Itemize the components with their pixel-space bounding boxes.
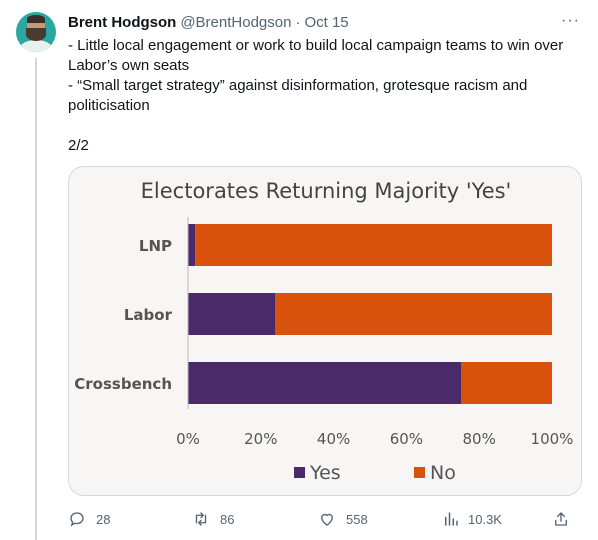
reply-icon: [70, 512, 84, 527]
retweet-button[interactable]: 86: [192, 510, 234, 528]
author-name[interactable]: Brent Hodgson: [68, 13, 177, 31]
avatar-beard: [26, 28, 46, 41]
media-card[interactable]: Electorates Returning Majority 'Yes' LNP…: [68, 166, 582, 496]
x-tick-label: 40%: [317, 430, 350, 448]
x-tick-label: 0%: [176, 430, 200, 448]
legend-label-yes: Yes: [309, 462, 341, 484]
tweet-actions: 28 86 558 10.3K: [68, 508, 582, 530]
tweet-line-1: - Little local engagement or work to bui…: [68, 37, 564, 74]
x-tick-label: 20%: [244, 430, 277, 448]
chart-legend: Yes No: [294, 462, 456, 484]
tweet-header: Brent Hodgson @BrentHodgson · Oct 15: [68, 12, 582, 32]
legend-swatch-no: [414, 467, 425, 478]
views-count: 10.3K: [468, 511, 502, 527]
avatar-hair: [27, 15, 45, 23]
author-handle[interactable]: @BrentHodgson: [180, 13, 292, 31]
like-count: 558: [346, 511, 368, 527]
views-bar-chart-icon: [445, 512, 458, 526]
x-tick-label: 100%: [531, 430, 574, 448]
chart-title: Electorates Returning Majority 'Yes': [141, 179, 512, 203]
tweet-date[interactable]: Oct 15: [304, 13, 349, 31]
x-tick-label: 60%: [390, 430, 423, 448]
reply-button[interactable]: 28: [68, 510, 110, 528]
share-icon: [555, 512, 567, 526]
legend-swatch-yes: [294, 467, 305, 478]
retweet-icon: [195, 512, 207, 526]
x-tick-label: 80%: [463, 430, 496, 448]
bar-no-lnp: [195, 224, 552, 266]
legend-label-no: No: [430, 462, 456, 484]
bar-yes-lnp: [188, 224, 196, 266]
share-button[interactable]: [552, 510, 580, 528]
bar-yes-crossbench: [188, 362, 461, 404]
chart-ticks: 0% 20% 40% 60% 80% 100%: [176, 430, 573, 448]
views-button[interactable]: 10.3K: [442, 510, 502, 528]
tweet-line-3: 2/2: [68, 137, 89, 154]
chart: Electorates Returning Majority 'Yes' LNP…: [69, 167, 581, 495]
category-label-crossbench: Crossbench: [74, 375, 172, 393]
like-button[interactable]: 558: [318, 510, 368, 528]
category-label-labor: Labor: [124, 306, 173, 324]
bar-no-labor: [275, 293, 552, 335]
retweet-count: 86: [220, 511, 235, 527]
chart-plot: LNP Labor Crossbench: [74, 224, 552, 404]
avatar[interactable]: [16, 12, 56, 52]
tweet-text: - Little local engagement or work to bui…: [68, 36, 568, 156]
separator-dot: ·: [295, 13, 301, 31]
tweet-line-2: - “Small target strategy” against disinf…: [68, 77, 528, 114]
bar-no-crossbench: [461, 362, 552, 404]
heart-icon: [321, 513, 333, 526]
category-label-lnp: LNP: [139, 237, 172, 255]
avatar-shirt: [20, 40, 52, 52]
reply-count: 28: [96, 511, 111, 527]
bar-yes-labor: [188, 293, 276, 335]
more-options-icon[interactable]: ···: [561, 12, 580, 29]
thread-line: [35, 58, 37, 540]
